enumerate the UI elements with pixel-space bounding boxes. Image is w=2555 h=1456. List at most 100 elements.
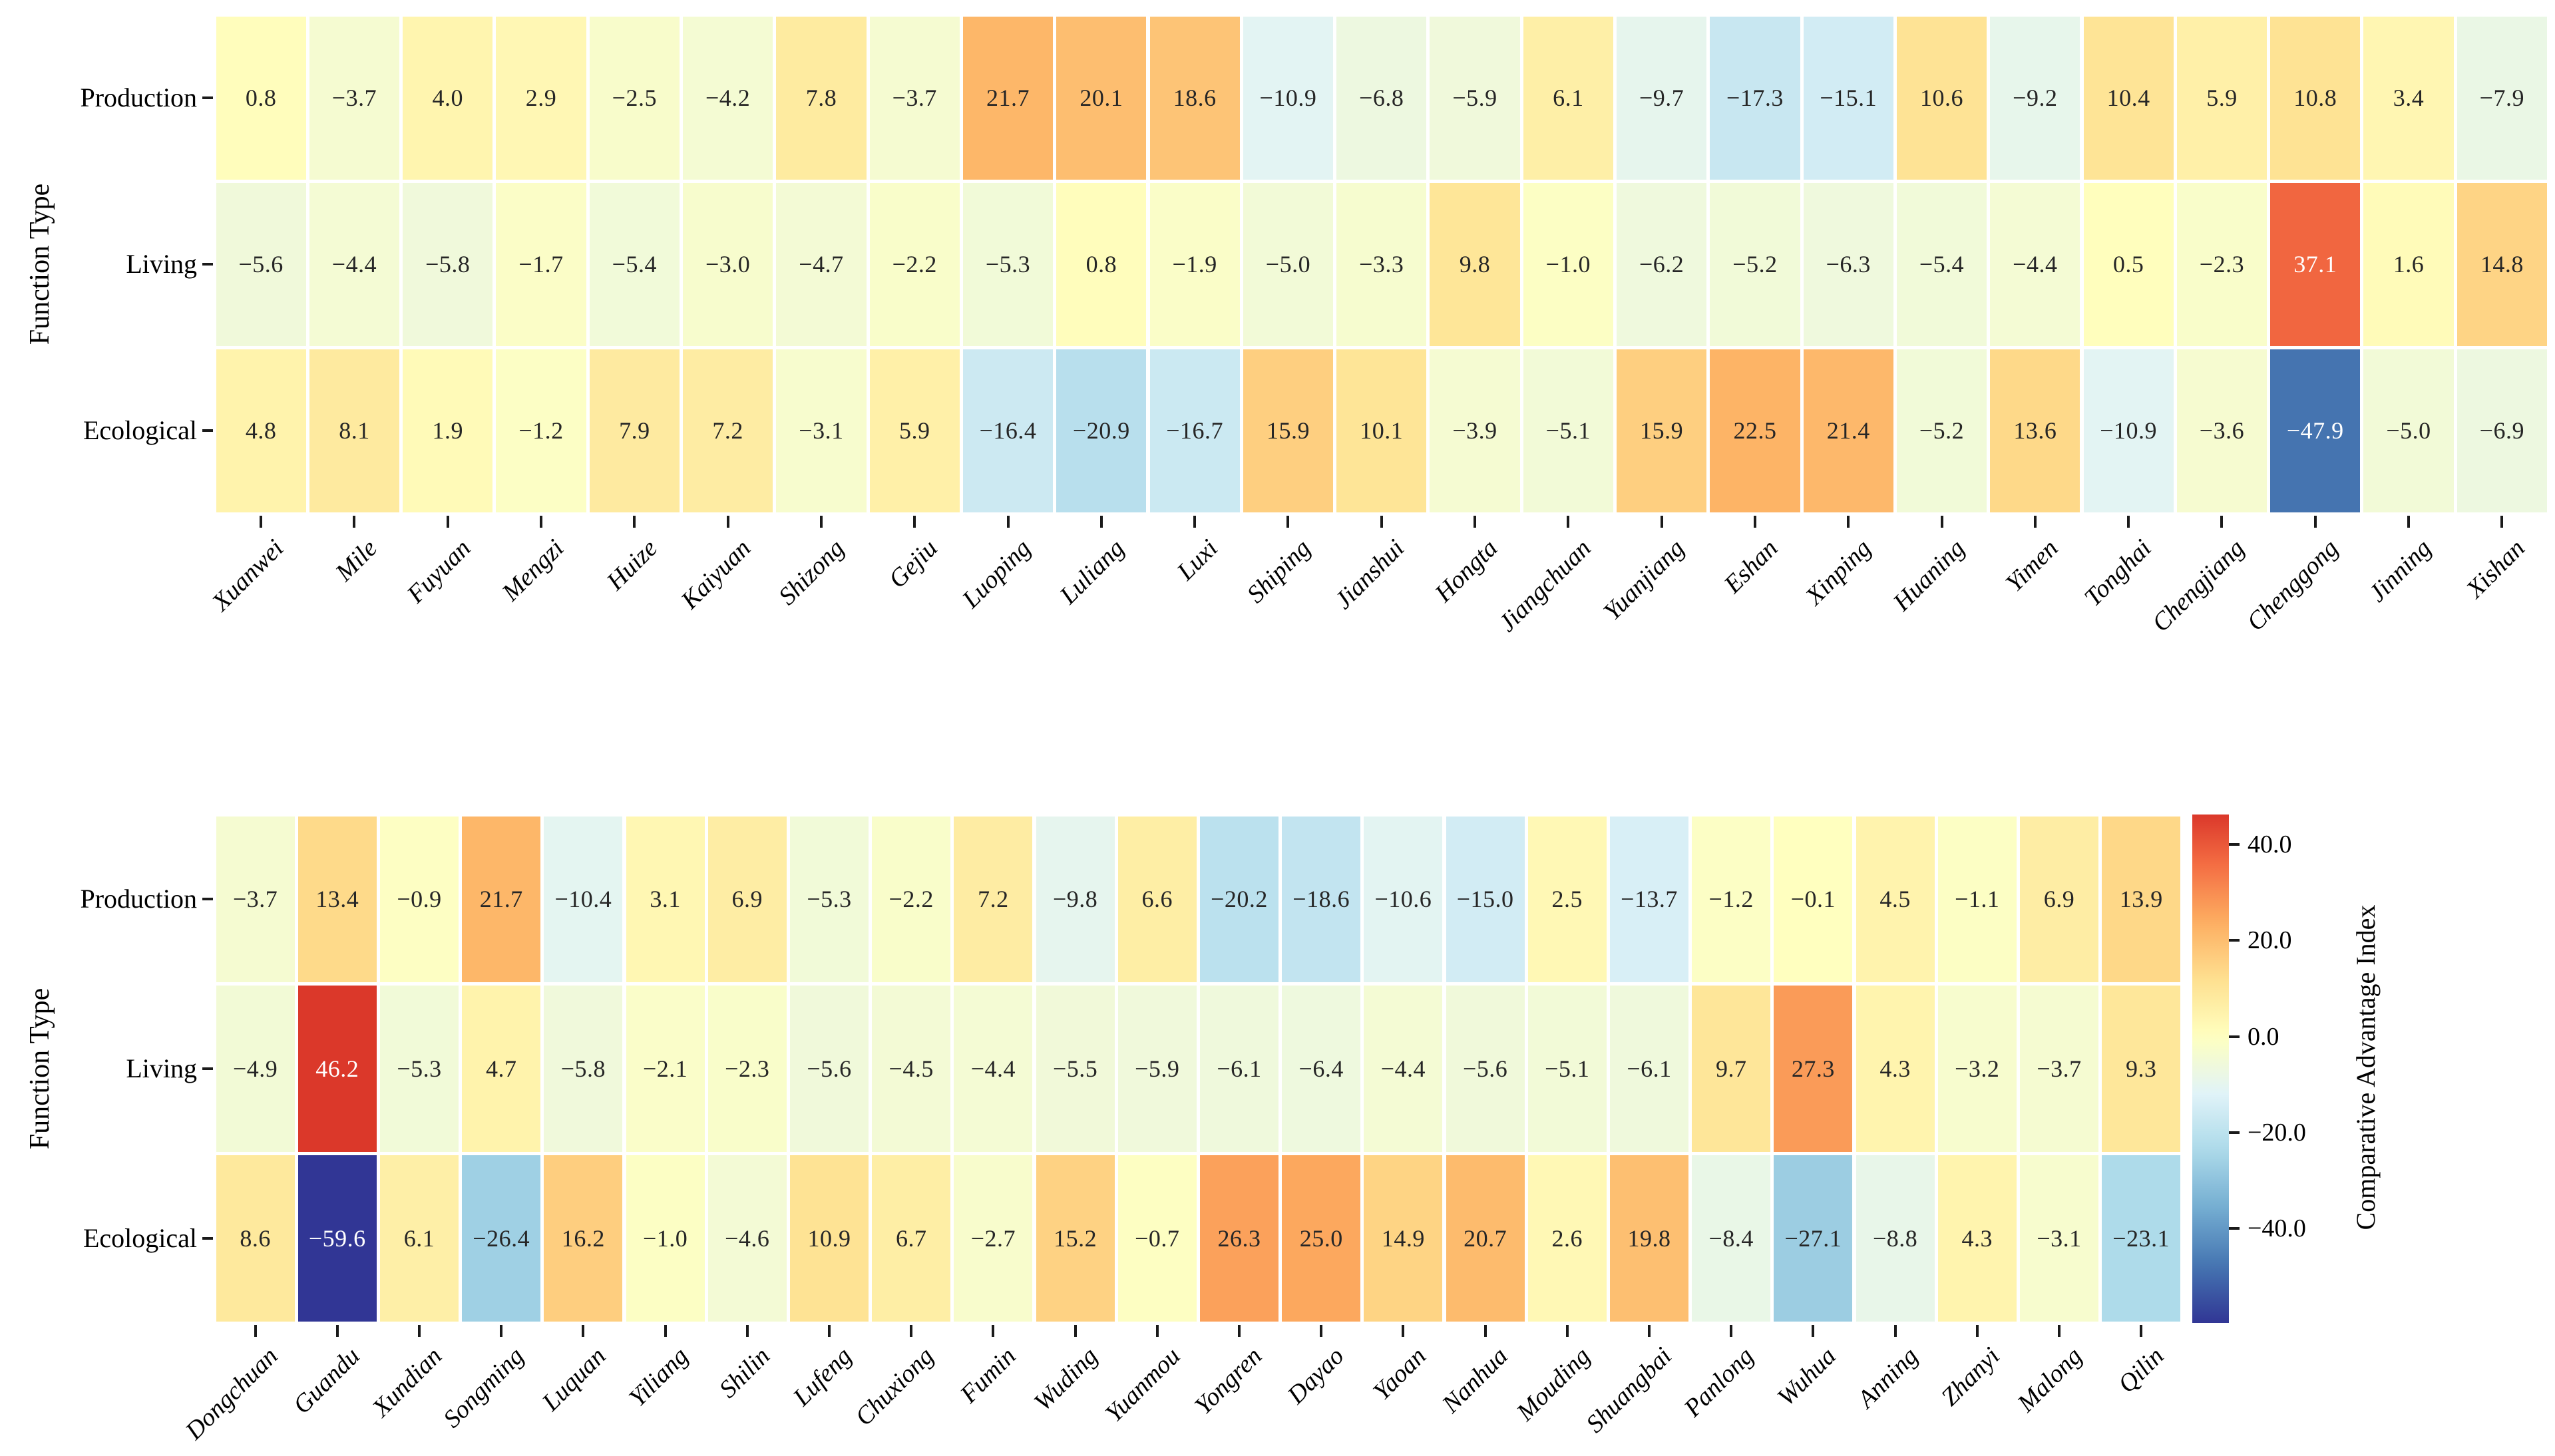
heatmap-cell: 10.8 xyxy=(2270,16,2361,180)
heatmap-cell: −5.3 xyxy=(379,986,459,1152)
x-tick-label-dongchuan: Dongchuan xyxy=(180,1342,284,1445)
heatmap-cell: −1.1 xyxy=(1937,816,2017,983)
heatmap-cell: 19.8 xyxy=(1609,1155,1689,1322)
heatmap-cell: −1.2 xyxy=(1692,816,1771,983)
heatmap-cell: −18.6 xyxy=(1282,816,1361,983)
colorbar xyxy=(2192,815,2229,1323)
x-tick-label-shiping: Shiping xyxy=(1242,534,1316,609)
x-tick-label-yimen: Yimen xyxy=(2000,534,2064,598)
row-label-production: Production xyxy=(80,884,197,914)
x-tick-label-nanhua: Nanhua xyxy=(1437,1342,1514,1419)
heatmap-cell: −5.1 xyxy=(1527,986,1607,1152)
heatmap-cell: 13.4 xyxy=(297,816,377,983)
colorbar-tick-label: 20.0 xyxy=(2248,926,2292,955)
heatmap-cell: 9.3 xyxy=(2102,986,2181,1152)
heatmap-cell: −5.4 xyxy=(589,182,680,346)
colorbar-axis-label: Comparative Advantage Index xyxy=(2351,904,2381,1230)
heatmap-cell: −20.9 xyxy=(1056,349,1147,512)
x-tick-label-chengjiang: Chengjiang xyxy=(2146,534,2250,637)
x-tick-label-guandu: Guandu xyxy=(288,1342,366,1420)
heatmap-cell: −3.1 xyxy=(776,349,867,512)
x-tick-label-xundian: Xundian xyxy=(367,1342,448,1423)
x-tick-label-malong: Malong xyxy=(2012,1342,2088,1418)
heatmap-cell: −1.2 xyxy=(496,349,586,512)
heatmap-cell: 13.9 xyxy=(2102,816,2181,983)
x-tick xyxy=(726,516,729,528)
heatmap-cell: 10.6 xyxy=(1896,16,1987,180)
heatmap-cell: −6.1 xyxy=(1609,986,1689,1152)
heatmap-cell: −0.9 xyxy=(379,816,459,983)
heatmap-cell: 4.5 xyxy=(1856,816,1935,983)
x-tick xyxy=(1074,1325,1077,1338)
heatmap-cell: −6.1 xyxy=(1199,986,1279,1152)
y-axis-label-bottom: Function Type xyxy=(25,988,55,1150)
x-tick-label-wuding: Wuding xyxy=(1029,1342,1104,1417)
x-tick xyxy=(1660,516,1663,528)
heatmap-cell: −8.4 xyxy=(1692,1155,1771,1322)
x-tick xyxy=(1940,516,1943,528)
x-tick-label-yuanmou: Yuanmou xyxy=(1099,1342,1186,1428)
x-tick xyxy=(819,516,823,528)
x-tick-label-jinning: Jinning xyxy=(2363,534,2437,608)
x-tick-label-gejiu: Gejiu xyxy=(883,534,943,594)
heatmap-cell: −4.7 xyxy=(776,182,867,346)
heatmap-cell: 10.9 xyxy=(789,1155,869,1322)
x-tick-label-wuhua: Wuhua xyxy=(1772,1342,1842,1412)
heatmap-cell: −10.4 xyxy=(544,816,623,983)
heatmap-cell: −13.7 xyxy=(1609,816,1689,983)
heatmap-cell: 0.8 xyxy=(1056,182,1147,346)
heatmap-cell: 8.1 xyxy=(309,349,400,512)
colorbar-tick xyxy=(2229,842,2240,846)
y-tick xyxy=(202,898,213,901)
heatmap-cell: −27.1 xyxy=(1774,1155,1853,1322)
heatmap-cell: −5.2 xyxy=(1896,349,1987,512)
heatmap-cell: −15.0 xyxy=(1446,816,1525,983)
heatmap-cell: −10.6 xyxy=(1364,816,1443,983)
heatmap-cell: −6.9 xyxy=(2457,349,2547,512)
heatmap-cell: −1.0 xyxy=(626,1155,705,1322)
x-tick-label-songming: Songming xyxy=(438,1342,530,1433)
x-tick-label-luoping: Luoping xyxy=(956,534,1036,614)
x-tick xyxy=(1648,1325,1651,1338)
heatmap-cell: −4.2 xyxy=(683,16,773,180)
row-label-ecological: Ecological xyxy=(83,1222,197,1253)
heatmap-cell: −2.3 xyxy=(2176,182,2267,346)
y-tick xyxy=(202,96,213,99)
heatmap-cell: 2.9 xyxy=(496,16,586,180)
heatmap-cell: −3.6 xyxy=(2176,349,2267,512)
x-tick xyxy=(913,516,916,528)
heatmap-cell: 4.3 xyxy=(1856,986,1935,1152)
heatmap-cell: −1.0 xyxy=(1523,182,1613,346)
row-label-living: Living xyxy=(126,1053,197,1084)
heatmap-cell: −10.9 xyxy=(2083,349,2174,512)
x-tick-label-zhanyi: Zhanyi xyxy=(1935,1342,2006,1412)
colorbar-tick xyxy=(2229,939,2240,942)
x-tick-label-xinping: Xinping xyxy=(1800,534,1877,611)
colorbar-tick-label: 40.0 xyxy=(2248,830,2292,858)
x-tick xyxy=(1730,1325,1733,1338)
x-tick-label-yiliang: Yiliang xyxy=(623,1342,694,1413)
x-tick-label-shuangbai: Shuangbai xyxy=(1581,1342,1678,1439)
heatmap-cell: −3.3 xyxy=(1336,182,1427,346)
colorbar-tick xyxy=(2229,1035,2240,1038)
x-tick xyxy=(1565,1325,1569,1338)
x-tick xyxy=(2058,1325,2061,1338)
heatmap-cell: −5.6 xyxy=(216,182,306,346)
row-label-living: Living xyxy=(126,249,197,279)
heatmap-cell: −4.4 xyxy=(1364,986,1443,1152)
x-tick xyxy=(745,1325,749,1338)
heatmap-cell: −15.1 xyxy=(1803,16,1893,180)
x-tick-label-xuanwei: Xuanwei xyxy=(206,534,290,617)
x-tick xyxy=(2127,516,2130,528)
heatmap-cell: −1.7 xyxy=(496,182,586,346)
heatmap-cell: −5.2 xyxy=(1710,182,1800,346)
x-tick-label-mile: Mile xyxy=(329,534,383,587)
x-tick xyxy=(353,516,356,528)
x-tick-label-luxi: Luxi xyxy=(1171,534,1223,586)
heatmap-cell: 14.8 xyxy=(2457,182,2547,346)
heatmap-cell: −9.8 xyxy=(1036,816,1115,983)
x-tick-label-jianshui: Jianshui xyxy=(1329,534,1410,615)
heatmap-cell: 18.6 xyxy=(1149,16,1240,180)
x-tick xyxy=(1099,516,1103,528)
